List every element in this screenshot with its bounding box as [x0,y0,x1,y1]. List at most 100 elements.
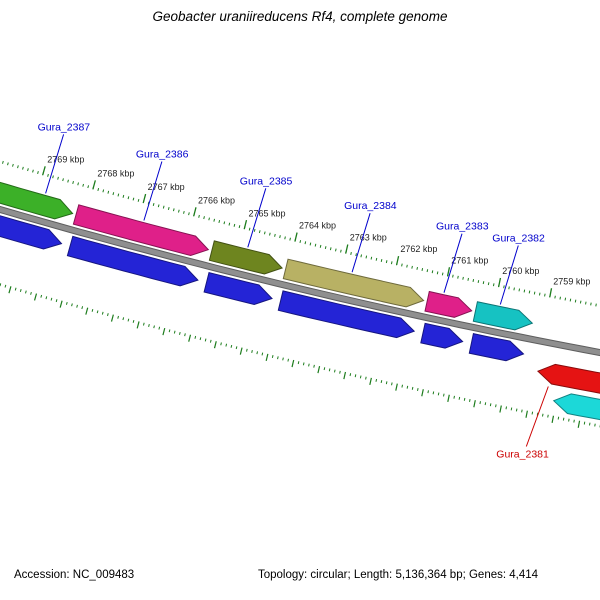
outer-ruler-minor-tick [238,225,241,229]
cds-arrow-9[interactable] [203,271,273,306]
axis-tick-label: 2768 kbp [97,169,134,179]
outer-ruler-major-tick [193,207,197,217]
outer-ruler-minor-tick [309,242,312,246]
cds-arrow-12[interactable] [468,333,525,362]
gene-arrow-Gura_2386[interactable] [72,204,210,257]
outer-ruler-minor-tick [32,169,34,173]
outer-ruler-minor-tick [355,253,357,257]
outer-ruler-minor-tick [523,289,526,293]
inner-ruler-minor-tick [122,317,125,321]
outer-ruler-minor-tick [183,210,185,214]
outer-ruler-major-tick [92,180,96,190]
inner-ruler-minor-tick [302,362,305,366]
gene-label-Gura_2385: Gura_2385 [240,175,293,187]
cds-arrow-13[interactable] [552,393,600,421]
outer-ruler-minor-tick [274,233,276,237]
label-leader-line [525,386,549,447]
outer-ruler-minor-tick [441,272,444,276]
genome-summary-text: Topology: circular; Length: 5,136,364 bp… [258,569,539,581]
outer-ruler-minor-tick [77,182,79,186]
outer-ruler-minor-tick [365,255,368,259]
outer-ruler-minor-tick [426,269,429,273]
inner-ruler-minor-tick [184,333,186,337]
outer-ruler-minor-tick [324,246,327,250]
inner-ruler-minor-tick [71,303,73,307]
outer-ruler-minor-tick [375,257,378,261]
inner-ruler-minor-tick [132,319,135,323]
inner-ruler-minor-tick [101,311,104,315]
inner-ruler-minor-tick [562,417,565,421]
axis-tick-label: 2761 kbp [451,255,488,265]
cds-arrow-11[interactable] [420,322,464,349]
axis-tick-label: 2762 kbp [400,244,437,254]
inner-ruler-minor-tick [220,342,222,346]
outer-ruler-minor-tick [152,202,155,206]
inner-ruler-minor-tick [277,356,279,360]
inner-ruler-medium-tick [421,389,424,397]
outer-ruler-major-tick [42,166,46,176]
inner-ruler-medium-tick [447,394,450,402]
gene-arrow-Gura_2383[interactable] [424,290,473,318]
inner-ruler-minor-tick [417,388,419,391]
outer-ruler-minor-tick [72,181,74,184]
outer-ruler-minor-tick [477,280,480,284]
cds-arrow-8[interactable] [66,235,199,287]
inner-ruler-minor-tick [557,416,560,420]
gene-label-Gura_2387: Gura_2387 [38,121,91,133]
gene-label-Gura_2383: Gura_2383 [436,221,489,233]
outer-ruler-minor-tick [127,196,130,200]
inner-ruler-minor-tick [282,357,284,361]
inner-ruler-minor-tick [142,322,145,326]
outer-ruler-major-tick [294,232,298,242]
outer-ruler-minor-tick [564,297,567,301]
inner-ruler-medium-tick [577,420,581,428]
outer-ruler-minor-tick [421,268,424,272]
outer-ruler-minor-tick [228,222,231,226]
inner-ruler-minor-tick [308,363,310,367]
gene-arrow-Gura_2381[interactable] [536,363,600,394]
outer-ruler-minor-tick [370,256,373,260]
label-leader-line [443,233,463,293]
inner-ruler-minor-tick [204,338,207,342]
inner-ruler-minor-tick [375,378,378,382]
inner-ruler-minor-tick [297,361,300,365]
inner-ruler-minor-tick [287,358,290,362]
inner-ruler-medium-tick [291,359,295,368]
cds-arrow-10[interactable] [277,290,416,339]
outer-ruler-minor-tick [595,303,597,307]
gene-arrow-Gura_2382[interactable] [472,301,534,331]
gene-arrow-Gura_2384[interactable] [282,258,425,308]
inner-ruler-medium-tick [85,307,89,315]
label-leader-line [143,161,163,221]
inner-ruler-minor-tick [510,407,513,411]
inner-ruler-minor-tick [91,308,94,312]
outer-ruler-minor-tick [401,263,403,267]
label-leader-line [247,188,267,248]
outer-ruler-minor-tick [12,163,14,167]
outer-ruler-minor-tick [132,197,135,201]
axis-tick-label: 2760 kbp [502,266,539,276]
inner-ruler-minor-tick [50,297,53,301]
inner-ruler-minor-tick [531,411,534,415]
inner-ruler-minor-tick [199,337,202,341]
gene-arrow-Gura_2385[interactable] [208,240,284,275]
outer-ruler-minor-tick [258,230,261,234]
gene-arrow-Gura_2387[interactable] [0,173,74,220]
inner-ruler-minor-tick [251,350,253,353]
inner-ruler-medium-tick [213,341,217,349]
outer-ruler: 2769 kbp 2768 kbp 2767 kbp 2766 kbp 2765 kbp… [2,154,597,307]
inner-ruler-medium-tick [239,347,243,355]
inner-ruler-minor-tick [230,344,233,348]
inner-ruler-medium-tick [369,377,372,386]
cds-arrow-7[interactable] [0,203,63,250]
outer-ruler-minor-tick [167,206,170,210]
inner-ruler-minor-tick [19,289,22,293]
label-leader-line [351,213,371,273]
accession-text: Accession: NC_009483 [14,569,135,581]
inner-ruler-minor-tick [469,399,471,402]
inner-ruler-minor-tick [81,306,84,310]
outer-ruler-major-tick [446,267,451,277]
inner-ruler-medium-tick [110,314,114,322]
inner-ruler-minor-tick [542,413,544,417]
inner-ruler-medium-tick [136,321,140,329]
